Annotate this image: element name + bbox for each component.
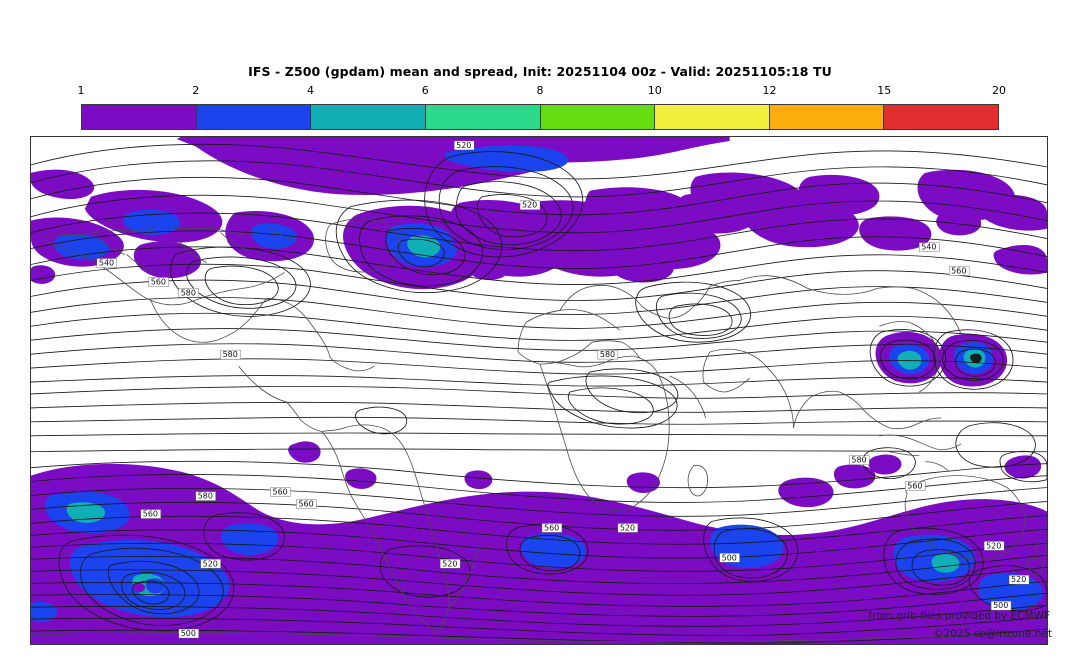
colorbar-tick-15: 15 — [877, 84, 892, 97]
svg-text:520: 520 — [456, 141, 471, 150]
svg-text:560: 560 — [151, 277, 166, 286]
colorbar-tick-1: 1 — [77, 84, 85, 97]
svg-text:520: 520 — [1011, 575, 1026, 584]
colorbar-tick-2: 2 — [192, 84, 200, 97]
colorbar-tick-labels: 1 2 4 6 8 10 12 15 20 — [77, 84, 1007, 100]
colorbar-tick-20: 20 — [992, 84, 1006, 97]
svg-text:580: 580 — [600, 350, 615, 359]
colorbar-segment-2 — [195, 105, 311, 129]
colorbar-tick-8: 8 — [536, 84, 544, 97]
svg-text:580: 580 — [223, 350, 238, 359]
svg-text:560: 560 — [143, 510, 158, 519]
colorbar-segment-1 — [82, 105, 196, 129]
svg-text:500: 500 — [722, 553, 737, 562]
svg-text:580: 580 — [851, 456, 866, 465]
data-source-credit: from grib files provided by ECMWF — [868, 610, 1050, 622]
svg-text:560: 560 — [907, 482, 922, 491]
svg-text:500: 500 — [993, 601, 1008, 610]
svg-text:520: 520 — [620, 523, 635, 532]
svg-text:560: 560 — [273, 488, 288, 497]
colorbar-tick-12: 12 — [762, 84, 777, 97]
svg-text:520: 520 — [442, 559, 457, 568]
contour-value-labels: 520 540 560 580 — [96, 140, 1030, 639]
svg-text:560: 560 — [298, 500, 313, 509]
colorbar-segment-5 — [539, 105, 655, 129]
svg-text:520: 520 — [522, 201, 537, 210]
colorbar-tick-4: 4 — [307, 84, 314, 97]
svg-text:540: 540 — [99, 259, 114, 268]
colorbar-segment-3 — [310, 105, 425, 129]
geopotential-height-contours — [31, 143, 1047, 644]
colorbar-segments — [81, 104, 999, 130]
colorbar-segment-8 — [883, 105, 998, 129]
map-plot-area: 520 540 560 580 — [30, 136, 1048, 645]
svg-text:540: 540 — [921, 243, 936, 252]
colorbar — [81, 104, 999, 130]
colorbar-segment-6 — [654, 105, 769, 129]
colorbar-tick-10: 10 — [647, 84, 662, 97]
colorbar-segment-7 — [768, 105, 884, 129]
svg-text:520: 520 — [203, 559, 218, 568]
svg-text:560: 560 — [544, 523, 559, 532]
svg-text:560: 560 — [951, 266, 966, 275]
colorbar-tick-6: 6 — [421, 84, 429, 97]
copyright-credit: ©2025 sb@irizone.net — [933, 628, 1052, 640]
coastlines — [31, 218, 1047, 643]
svg-text:500: 500 — [181, 629, 196, 638]
svg-text:580: 580 — [198, 492, 213, 501]
svg-text:520: 520 — [986, 541, 1001, 550]
svg-text:580: 580 — [181, 288, 196, 297]
map-canvas: 520 540 560 580 — [31, 137, 1047, 644]
page-title: IFS - Z500 (gpdam) mean and spread, Init… — [248, 64, 832, 79]
colorbar-segment-4 — [424, 105, 540, 129]
